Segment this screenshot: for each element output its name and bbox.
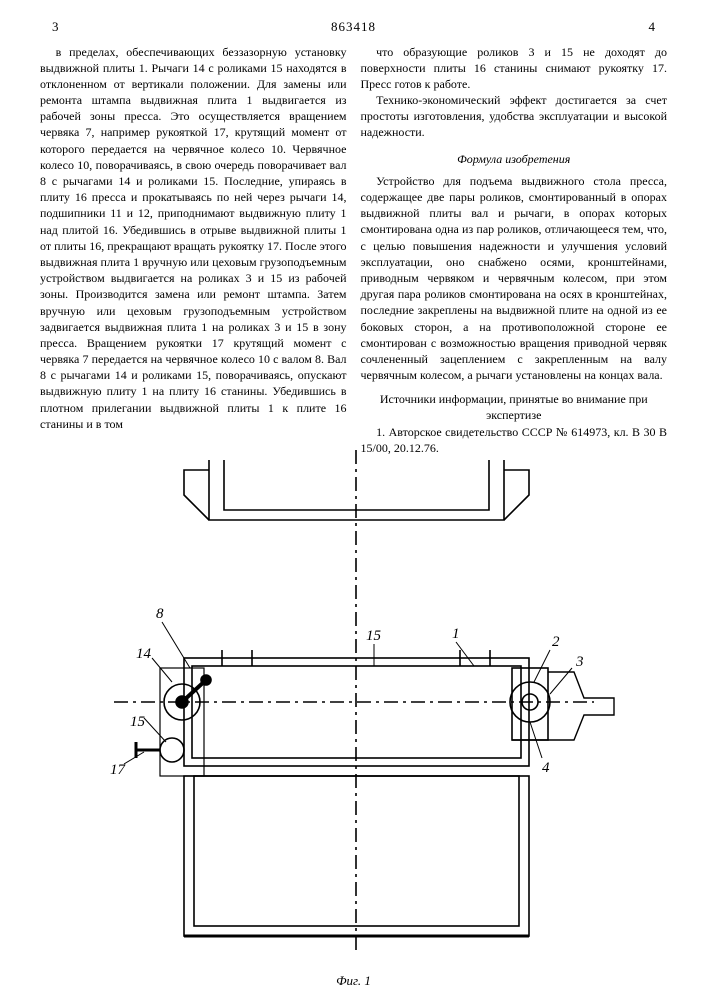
formula-body: Устройство для подъема выдвижного стола …	[361, 173, 668, 383]
page-number-left: 3	[52, 18, 59, 36]
right-effect: Технико-экономический эффект достигается…	[361, 92, 668, 141]
sources-title: Источники информации, принятые во вниман…	[361, 391, 668, 423]
fig-label-17: 17	[110, 762, 127, 778]
column-left: в пределах, обеспечивающих беззазорную у…	[40, 44, 347, 457]
fig-label-15b: 15	[366, 628, 382, 644]
fig-label-8: 8	[156, 606, 164, 622]
fig-label-2: 2	[552, 634, 560, 650]
figure-drawing: 8 14 15 17 15 1 2 3 4	[74, 450, 634, 970]
figure-caption: Фиг. 1	[0, 972, 707, 990]
right-top: что образующие роликов 3 и 15 не доходят…	[361, 44, 668, 93]
fig-label-15: 15	[130, 714, 146, 730]
figure-1: 8 14 15 17 15 1 2 3 4 Фиг. 1	[0, 450, 707, 1000]
page-number-right: 4	[649, 18, 656, 36]
formula-title: Формула изобретения	[361, 151, 668, 167]
column-right: что образующие роликов 3 и 15 не доходят…	[361, 44, 668, 457]
left-body: в пределах, обеспечивающих беззазорную у…	[40, 44, 347, 433]
fig-label-1: 1	[452, 626, 460, 642]
text-columns: в пределах, обеспечивающих беззазорную у…	[0, 44, 707, 457]
doc-number: 863418	[0, 0, 707, 44]
fig-label-3: 3	[575, 654, 584, 670]
fig-label-4: 4	[542, 760, 550, 776]
fig-label-14: 14	[136, 646, 152, 662]
